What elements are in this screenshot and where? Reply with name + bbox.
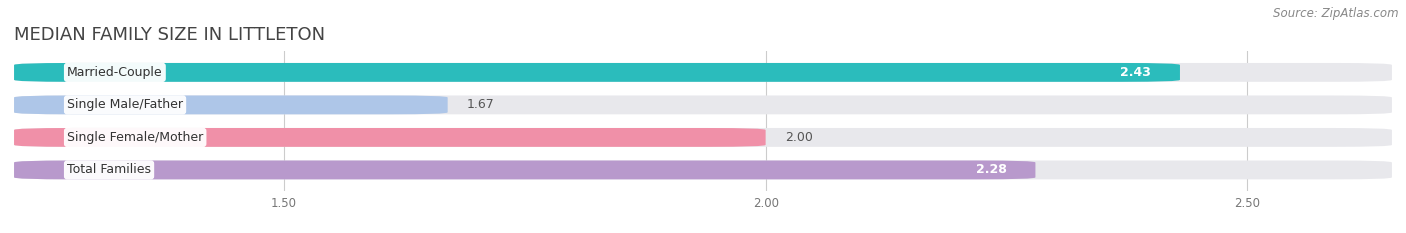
Text: 2.43: 2.43 xyxy=(1121,66,1152,79)
FancyBboxPatch shape xyxy=(14,96,1392,114)
Text: 2.00: 2.00 xyxy=(785,131,813,144)
Text: 2.28: 2.28 xyxy=(976,163,1007,176)
Text: Single Male/Father: Single Male/Father xyxy=(67,98,183,111)
FancyBboxPatch shape xyxy=(14,96,447,114)
FancyBboxPatch shape xyxy=(14,128,766,147)
FancyBboxPatch shape xyxy=(14,161,1035,179)
Text: 1.67: 1.67 xyxy=(467,98,495,111)
FancyBboxPatch shape xyxy=(14,63,1180,82)
Text: MEDIAN FAMILY SIZE IN LITTLETON: MEDIAN FAMILY SIZE IN LITTLETON xyxy=(14,26,325,44)
Text: Total Families: Total Families xyxy=(67,163,150,176)
Text: Single Female/Mother: Single Female/Mother xyxy=(67,131,204,144)
FancyBboxPatch shape xyxy=(14,128,1392,147)
FancyBboxPatch shape xyxy=(14,161,1392,179)
Text: Source: ZipAtlas.com: Source: ZipAtlas.com xyxy=(1274,7,1399,20)
Text: Married-Couple: Married-Couple xyxy=(67,66,163,79)
FancyBboxPatch shape xyxy=(14,63,1392,82)
